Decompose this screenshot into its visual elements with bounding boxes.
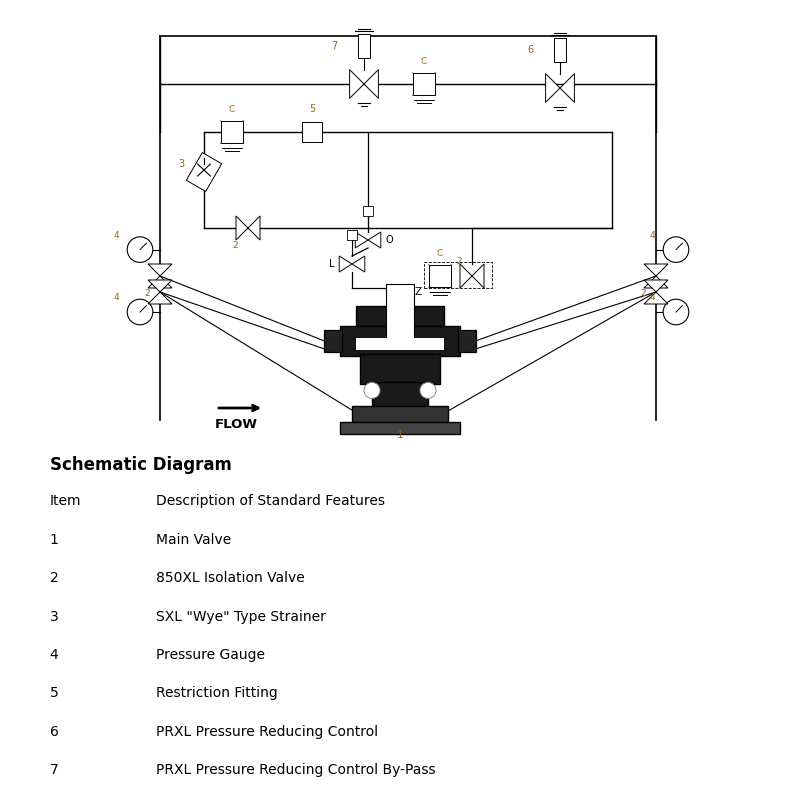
Polygon shape	[186, 153, 222, 191]
Text: 3: 3	[178, 159, 184, 169]
Text: 5: 5	[309, 104, 315, 114]
Bar	[413, 73, 435, 95]
Polygon shape	[148, 292, 172, 304]
Polygon shape	[546, 74, 560, 102]
Text: O: O	[386, 235, 394, 245]
Text: Z: Z	[414, 287, 422, 297]
Text: 7: 7	[50, 763, 58, 778]
Bar	[347, 230, 357, 240]
Text: 4: 4	[650, 293, 655, 302]
Text: FLOW: FLOW	[214, 418, 258, 431]
Bar	[340, 326, 460, 356]
Bar	[340, 422, 460, 434]
Polygon shape	[368, 232, 381, 248]
Circle shape	[420, 382, 436, 398]
Polygon shape	[364, 70, 378, 98]
Text: 4: 4	[650, 230, 655, 240]
Circle shape	[127, 299, 153, 325]
Text: Main Valve: Main Valve	[156, 533, 231, 547]
Text: Restriction Fitting: Restriction Fitting	[156, 686, 278, 701]
Text: 2: 2	[640, 289, 646, 298]
Text: Item: Item	[50, 494, 81, 509]
Text: 3: 3	[50, 610, 58, 624]
Text: 2: 2	[456, 257, 462, 266]
Polygon shape	[460, 264, 472, 288]
Polygon shape	[560, 74, 574, 102]
Circle shape	[663, 299, 689, 325]
Polygon shape	[148, 280, 172, 292]
Polygon shape	[350, 70, 364, 98]
Text: 5: 5	[50, 686, 58, 701]
Bar	[221, 121, 243, 143]
Text: PRXL Pressure Reducing Control By-Pass: PRXL Pressure Reducing Control By-Pass	[156, 763, 436, 778]
Polygon shape	[355, 232, 368, 248]
Circle shape	[663, 237, 689, 262]
Text: 1: 1	[50, 533, 58, 547]
Text: 2: 2	[50, 571, 58, 586]
Text: 850XL Isolation Valve: 850XL Isolation Valve	[156, 571, 305, 586]
Text: 7: 7	[331, 41, 338, 50]
Text: 6: 6	[50, 725, 58, 739]
Bar	[352, 406, 448, 422]
Text: 2: 2	[232, 241, 238, 250]
Text: C: C	[437, 250, 443, 258]
Polygon shape	[339, 256, 352, 272]
Bar	[360, 354, 440, 384]
Text: 2: 2	[144, 289, 150, 298]
Bar	[302, 122, 322, 142]
Bar	[358, 34, 370, 58]
Bar	[356, 338, 444, 350]
Text: 1: 1	[397, 430, 403, 440]
Polygon shape	[644, 264, 668, 276]
Text: SXL "Wye" Type Strainer: SXL "Wye" Type Strainer	[156, 610, 326, 624]
Circle shape	[127, 237, 153, 262]
Text: 4: 4	[50, 648, 58, 662]
Text: 6: 6	[527, 45, 534, 54]
Bar	[429, 265, 451, 287]
Bar	[554, 38, 566, 62]
Bar	[363, 206, 373, 216]
Text: Description of Standard Features: Description of Standard Features	[156, 494, 385, 509]
Polygon shape	[644, 276, 668, 288]
Polygon shape	[472, 264, 484, 288]
Text: Schematic Diagram: Schematic Diagram	[50, 456, 231, 474]
Polygon shape	[644, 292, 668, 304]
Text: Pressure Gauge: Pressure Gauge	[156, 648, 265, 662]
Bar	[458, 330, 476, 352]
Text: C: C	[421, 58, 427, 66]
Text: 4: 4	[114, 293, 119, 302]
Bar	[356, 306, 444, 328]
Text: 4: 4	[114, 230, 119, 240]
Polygon shape	[148, 264, 172, 276]
Text: L: L	[329, 259, 334, 269]
Bar	[324, 330, 342, 352]
Polygon shape	[352, 256, 365, 272]
Bar	[386, 284, 414, 344]
Circle shape	[364, 382, 380, 398]
Polygon shape	[248, 216, 260, 240]
Polygon shape	[148, 276, 172, 288]
Text: PRXL Pressure Reducing Control: PRXL Pressure Reducing Control	[156, 725, 378, 739]
Bar	[372, 382, 428, 408]
Polygon shape	[644, 280, 668, 292]
Text: C: C	[229, 106, 235, 114]
Polygon shape	[236, 216, 248, 240]
